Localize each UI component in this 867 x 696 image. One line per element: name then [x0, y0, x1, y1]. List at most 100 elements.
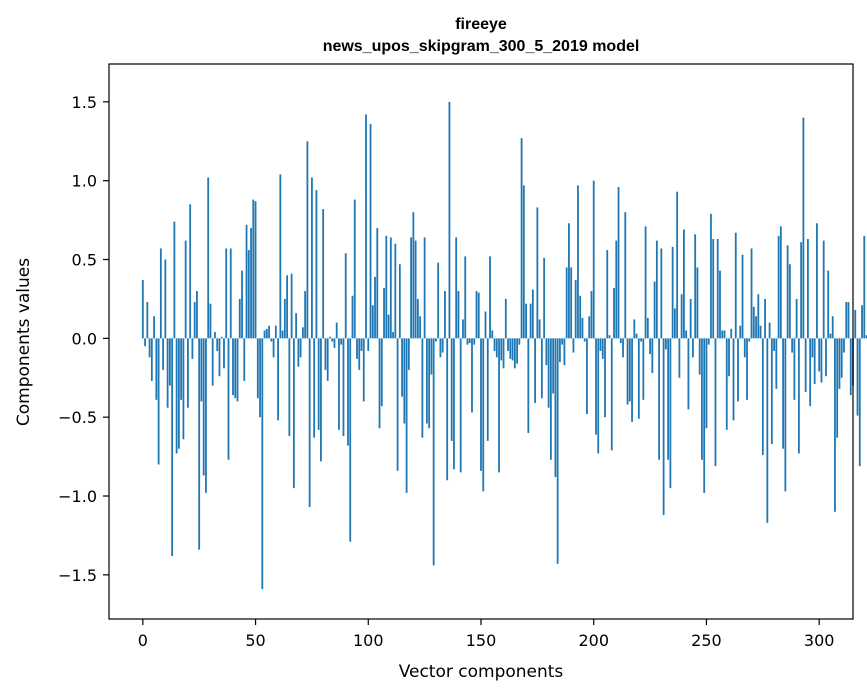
bar — [795, 298, 798, 339]
bar — [232, 338, 234, 396]
bar — [579, 295, 582, 339]
bar — [721, 330, 724, 339]
bar — [655, 240, 658, 339]
bar — [286, 275, 289, 339]
bar — [520, 138, 523, 339]
bar — [705, 338, 708, 429]
bar — [843, 338, 845, 353]
bar — [155, 338, 158, 400]
bar — [182, 338, 185, 440]
bar — [423, 237, 426, 339]
bar — [777, 235, 780, 339]
bar — [247, 250, 250, 339]
bar — [200, 338, 203, 402]
bar — [173, 221, 176, 339]
bar — [498, 338, 500, 473]
bar — [728, 338, 730, 377]
bar — [164, 259, 167, 339]
bar — [829, 333, 832, 339]
bar — [572, 338, 575, 353]
bar — [412, 212, 415, 339]
bar — [500, 338, 503, 361]
bar — [344, 253, 347, 339]
bar — [759, 325, 762, 339]
bar — [455, 237, 458, 339]
bar — [574, 280, 577, 339]
bar — [482, 338, 485, 492]
bar — [865, 335, 867, 339]
bar — [202, 338, 205, 476]
y-tick-label: 1.5 — [72, 93, 97, 112]
bar — [376, 227, 379, 339]
bars-group — [141, 101, 867, 590]
bar — [737, 338, 739, 402]
bar — [757, 294, 760, 339]
bar — [480, 338, 482, 471]
bar — [457, 291, 460, 339]
bar — [410, 237, 413, 339]
bar — [552, 338, 555, 394]
y-tick-label: 1.0 — [72, 172, 97, 191]
bar — [225, 248, 228, 339]
bar — [150, 338, 153, 381]
bar — [162, 338, 165, 370]
bar — [403, 338, 406, 424]
bar — [685, 330, 688, 339]
bar — [646, 317, 649, 339]
bar — [631, 338, 633, 422]
bar — [437, 262, 440, 339]
bar — [615, 240, 618, 339]
bar — [383, 287, 385, 339]
bar — [687, 338, 690, 410]
chart-subtitle: news_upos_skipgram_300_5_2019 model — [323, 38, 640, 55]
bar — [807, 239, 809, 339]
bar — [861, 305, 863, 339]
bar — [180, 338, 183, 400]
bar — [513, 338, 516, 369]
bar — [667, 338, 670, 460]
bar — [504, 298, 507, 339]
bar — [292, 338, 295, 489]
bar — [619, 338, 622, 344]
x-axis-label: Vector components — [399, 662, 564, 682]
bar — [730, 328, 733, 339]
bar — [351, 295, 354, 339]
bar — [507, 338, 509, 351]
y-tick-label: 0.5 — [72, 251, 97, 270]
bar — [534, 338, 537, 403]
bar — [227, 338, 230, 460]
bar — [692, 338, 694, 358]
bar — [716, 239, 719, 339]
x-tick-label: 0 — [138, 631, 148, 650]
bar — [577, 185, 579, 339]
bar — [277, 338, 279, 421]
bar — [171, 338, 174, 556]
bar — [662, 338, 665, 515]
bar — [270, 338, 273, 342]
bar — [545, 338, 548, 366]
bar — [263, 330, 266, 339]
bar — [565, 267, 568, 339]
bar — [793, 338, 796, 400]
bar — [380, 338, 383, 407]
bar — [714, 338, 717, 467]
bar — [518, 338, 521, 345]
bar — [394, 243, 397, 339]
bar — [243, 338, 246, 381]
bar — [628, 338, 631, 402]
bar — [604, 338, 606, 418]
bar — [301, 327, 304, 339]
bar — [378, 338, 381, 429]
bar — [755, 316, 757, 339]
bar — [214, 332, 216, 339]
bar — [322, 209, 325, 339]
bar — [739, 325, 742, 339]
bar — [725, 338, 728, 430]
bar — [297, 338, 300, 367]
bar — [502, 338, 505, 369]
x-tick-label: 50 — [245, 631, 265, 650]
bar — [637, 338, 640, 419]
bar — [254, 201, 257, 339]
bar — [259, 338, 261, 418]
